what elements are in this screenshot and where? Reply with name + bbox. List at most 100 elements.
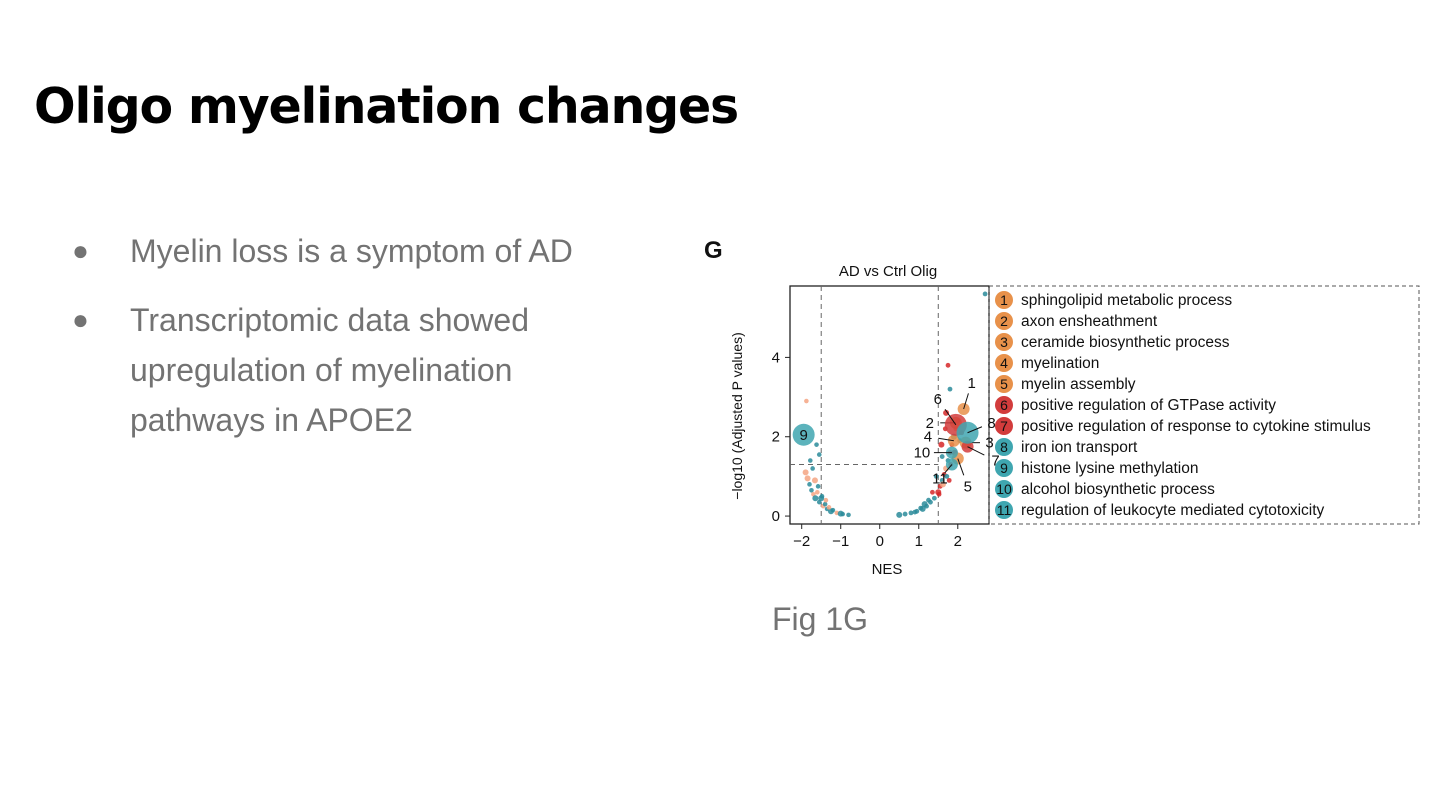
- term-leader-line: [967, 426, 983, 434]
- scatter-point: [814, 442, 819, 447]
- legend-number: 2: [1000, 313, 1008, 329]
- legend-number: 11: [997, 502, 1012, 518]
- x-tick-label: −1: [832, 533, 849, 550]
- scatter-point: [926, 497, 931, 503]
- scatter-point: [933, 474, 939, 479]
- scatter-point: [931, 495, 937, 501]
- term-label: 11: [932, 471, 948, 488]
- term-label: 7: [991, 453, 999, 470]
- legend-marker: [995, 459, 1013, 477]
- scatter-point: [816, 452, 822, 457]
- legend-marker: [995, 291, 1013, 309]
- x-tick-label: 2: [954, 533, 962, 550]
- scatter-point: [815, 489, 820, 495]
- scatter-point: [811, 477, 818, 484]
- term-label: 4: [924, 429, 932, 446]
- legend-number: 5: [1000, 376, 1008, 392]
- scatter-point: [802, 469, 809, 476]
- legend-number: 6: [1000, 397, 1008, 413]
- legend-number: 8: [1000, 439, 1008, 455]
- scatter-point: [846, 512, 851, 518]
- panel-label: G: [704, 237, 723, 264]
- legend-number: 10: [996, 481, 1012, 497]
- scatter-point: [930, 489, 935, 495]
- y-axis-label: −log10 (Adjusted P values): [729, 332, 745, 499]
- legend-label: myelination: [1021, 355, 1099, 372]
- y-tick-label: 2: [772, 429, 780, 446]
- scatter-point: [908, 510, 914, 516]
- legend-label: axon ensheathment: [1021, 313, 1158, 330]
- scatter-point: [938, 441, 945, 448]
- scatter-point: [819, 493, 825, 499]
- term-label: 9: [799, 427, 807, 444]
- legend-marker: [995, 417, 1013, 435]
- scatter-point: [822, 501, 828, 507]
- bullet-text: Myelin loss is a symptom of AD: [130, 233, 573, 269]
- term-label: 1: [967, 375, 975, 392]
- scatter-point: [823, 497, 829, 503]
- y-tick-label: 4: [772, 349, 780, 366]
- legend-marker: [995, 396, 1013, 414]
- term-bubble: [957, 402, 970, 415]
- legend-label: alcohol biosynthetic process: [1021, 481, 1215, 498]
- term-bubble: [945, 446, 958, 459]
- x-tick-label: 0: [876, 533, 884, 550]
- figure-panel: G AD vs Ctrl Olig NES −log10 (Adjusted P…: [700, 228, 1430, 588]
- scatter-point: [912, 509, 918, 515]
- scatter-point: [918, 505, 924, 511]
- bullet-text: Transcriptomic data showed upregulation …: [130, 302, 529, 438]
- term-leader-line: [944, 464, 953, 474]
- volcano-plot: G AD vs Ctrl Olig NES −log10 (Adjusted P…: [704, 237, 1420, 578]
- legend-marker: [995, 480, 1013, 498]
- term-leader-line: [957, 458, 965, 476]
- legend-number: 3: [1000, 334, 1008, 350]
- x-tick-label: −2: [793, 533, 810, 550]
- legend-marker: [995, 354, 1013, 372]
- scatter-point: [902, 511, 908, 517]
- scatter-point: [809, 487, 814, 493]
- scatter-point: [946, 477, 952, 483]
- legend-number: 7: [1000, 418, 1008, 434]
- legend-label: iron ion transport: [1021, 439, 1138, 456]
- plot-frame: [789, 285, 990, 525]
- scatter-point: [807, 482, 812, 487]
- scatter-point: [982, 291, 988, 297]
- scatter-point: [810, 466, 815, 471]
- term-label: 2: [926, 415, 934, 432]
- term-label: 3: [985, 435, 993, 452]
- figure-caption: Fig 1G: [772, 601, 869, 637]
- scatter-point: [812, 495, 819, 502]
- bullet-item: ● Myelin loss is a symptom of AD: [72, 226, 632, 276]
- bullet-list: ● Myelin loss is a symptom of AD ● Transcr…: [72, 226, 632, 464]
- term-leader-line: [967, 446, 985, 456]
- scatter-point: [921, 501, 928, 508]
- legend-marker: [995, 375, 1013, 393]
- bullet-item: ● Transcriptomic data showed upregulation…: [72, 295, 632, 445]
- term-label: 8: [987, 415, 995, 432]
- legend-marker: [995, 333, 1013, 351]
- term-leader-line: [944, 408, 957, 426]
- term-label: 10: [914, 445, 931, 462]
- scatter-point: [837, 510, 844, 517]
- slide-title: Oligo myelination changes: [34, 78, 739, 135]
- scatter-point: [804, 475, 811, 482]
- scatter-point: [947, 386, 953, 392]
- legend-label: positive regulation of response to cytok…: [1021, 418, 1371, 435]
- scatter-point: [939, 454, 945, 459]
- term-bubble: [956, 421, 979, 444]
- legend-label: positive regulation of GTPase activity: [1021, 397, 1276, 414]
- scatter-point: [944, 474, 950, 479]
- scatter-point: [943, 409, 950, 416]
- scatter-point: [830, 507, 836, 513]
- legend-label: sphingolipid metabolic process: [1021, 292, 1232, 309]
- bullet-dot-icon: ●: [72, 304, 89, 335]
- scatter-point: [936, 491, 942, 497]
- y-tick-label: 0: [772, 508, 780, 525]
- legend-label: ceramide biosynthetic process: [1021, 334, 1230, 351]
- legend-number: 9: [1000, 460, 1008, 476]
- x-tick-label: 1: [915, 533, 923, 550]
- term-bubble: [961, 440, 974, 453]
- legend: 1 sphingolipid metabolic process 2 axon ens…: [995, 291, 1371, 519]
